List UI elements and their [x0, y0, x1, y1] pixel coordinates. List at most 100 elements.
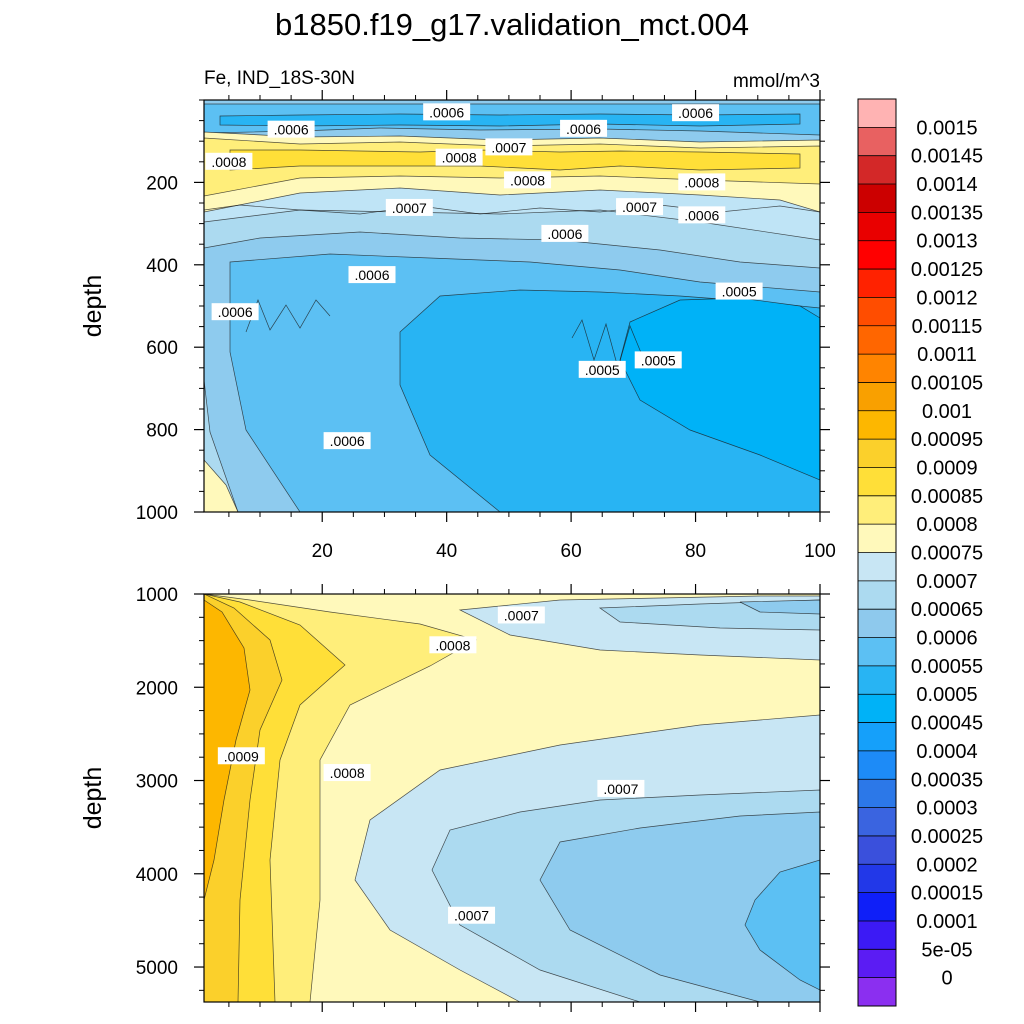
- contour-label: .0006: [348, 266, 396, 284]
- colorbar-swatch: [858, 977, 896, 1007]
- contour-label-box: [435, 148, 483, 166]
- x-tick-label: 40: [436, 541, 457, 562]
- bottom-contour-labels: .0007 .0008 .0009 .0008 .0007 .0007: [217, 606, 645, 924]
- contour-label-text: .0006: [354, 267, 389, 283]
- y-tick-label: 200: [146, 173, 178, 194]
- bottom-y-ticks: 1000 2000 3000 4000 5000: [136, 585, 830, 991]
- colorbar-swatch: [858, 835, 896, 865]
- contour-label-box: [485, 138, 533, 156]
- contour-label-box: [267, 120, 315, 138]
- colorbar: 0.0015 0.00145 0.0014 0.00135 0.0013 0.00125 0…: [857, 98, 983, 1007]
- colorbar-label: 0.00045: [911, 713, 983, 735]
- colorbar-label: 0.0011: [917, 344, 977, 366]
- contour-label: .0006: [560, 119, 608, 137]
- contour-label-box: [385, 198, 433, 216]
- top-band-bottom-left-08: [204, 459, 239, 512]
- top-y-axis-label: depth: [79, 275, 107, 338]
- contour-label: .0007: [448, 906, 496, 924]
- contour-label-box: [560, 119, 608, 137]
- colorbar-label: 0.0013: [916, 231, 977, 253]
- colorbar-label: 0.00095: [911, 429, 983, 451]
- colorbar-swatch: [858, 155, 896, 185]
- colorbar-swatch: [858, 467, 896, 497]
- contour-label-box: [678, 173, 726, 191]
- bottom-x-ticks: [228, 584, 821, 1012]
- colorbar-swatch: [858, 410, 896, 440]
- x-tick-label: 80: [685, 541, 706, 562]
- colorbar-label: 0.00125: [911, 259, 983, 281]
- contour-label-box: [616, 198, 664, 216]
- contour-label-box: [323, 764, 371, 782]
- colorbar-swatch: [858, 637, 896, 667]
- colorbar-label: 0.001: [922, 401, 972, 423]
- colorbar-label: 0.00055: [911, 656, 983, 678]
- x-tick-label: 100: [804, 541, 836, 562]
- contour-label: .0008: [429, 636, 477, 654]
- contour-label: .0006: [541, 224, 589, 242]
- contour-label-text: .0007: [392, 200, 427, 216]
- contour-label: .0008: [205, 152, 253, 170]
- contour-label-text: .0007: [491, 139, 526, 155]
- contour-label-text: .0008: [442, 150, 477, 166]
- contour-label-text: .0006: [678, 105, 713, 121]
- contour-label-text: .0008: [684, 174, 719, 190]
- colorbar-swatch: [858, 580, 896, 610]
- contour-label-box: [634, 351, 682, 369]
- colorbar-swatch: [858, 949, 896, 979]
- contour-label-text: .0006: [274, 122, 309, 138]
- colorbar-label: 0.0014: [916, 174, 977, 196]
- top-jagged-contour-3: [204, 204, 820, 215]
- contour-label-text: .0008: [330, 765, 365, 781]
- colorbar-frame: [857, 98, 897, 1007]
- colorbar-label: 0.0004: [916, 741, 977, 763]
- colorbar-label: 0.00135: [911, 202, 983, 224]
- figure-title: b1850.f19_g17.validation_mct.004: [275, 7, 749, 42]
- colorbar-swatch: [858, 212, 896, 242]
- contour-label: .0006: [423, 103, 471, 121]
- colorbar-swatch: [858, 127, 896, 157]
- colorbar-swatch: [858, 439, 896, 468]
- contour-label-text: .0009: [224, 748, 259, 764]
- top-x-ticks: 20 40 60 80 100: [228, 90, 836, 562]
- colorbar-label: 0.0003: [916, 798, 977, 820]
- contour-label-text: .0005: [585, 362, 620, 378]
- bottom-band-055: [744, 859, 820, 991]
- colorbar-swatch: [858, 864, 896, 894]
- y-tick-label: 5000: [136, 958, 178, 979]
- colorbar-swatch: [858, 552, 896, 582]
- colorbar-label: 0.0006: [916, 628, 977, 650]
- top-contour-labels: .0006 .0006 .0007 .0006 .0006 .0008 .0008 .0008…: [205, 103, 763, 450]
- contour-label-text: .0007: [603, 781, 638, 797]
- colorbar-label: 0.0012: [916, 287, 977, 309]
- colorbar-label: 0.00105: [911, 372, 983, 394]
- colorbar-label: 0.0001: [916, 911, 977, 933]
- y-tick-label: 800: [146, 421, 178, 442]
- colorbar-label: 0.0007: [916, 571, 977, 593]
- contour-label: .0008: [435, 148, 483, 166]
- colorbar-swatch: [858, 920, 896, 950]
- contour-label: .0007: [497, 606, 545, 624]
- colorbar-label: 0.0008: [916, 514, 977, 536]
- contour-label-box: [205, 152, 253, 170]
- colorbar-swatch: [858, 524, 896, 553]
- contour-label-text: .0006: [330, 433, 365, 449]
- x-tick-label: 20: [312, 541, 333, 562]
- contour-label: .0006: [267, 120, 315, 138]
- colorbar-label: 0.00065: [911, 599, 983, 621]
- contour-label-box: [715, 282, 763, 300]
- contour-label-box: [423, 103, 471, 121]
- colorbar-swatch: [858, 269, 896, 298]
- top-units-label: mmol/m^3: [733, 71, 820, 92]
- contour-label-text: .0005: [641, 352, 676, 368]
- contour-label: .0005: [578, 360, 626, 378]
- contour-label-box: [348, 266, 396, 284]
- contour-label-box: [211, 303, 259, 321]
- colorbar-swatch: [858, 354, 896, 383]
- y-tick-label: 600: [146, 338, 178, 359]
- colorbar-label: 0.00025: [911, 826, 983, 848]
- contour-label-text: .0006: [684, 207, 719, 223]
- contour-label-box: [597, 779, 645, 797]
- top-contour-field: [204, 100, 820, 512]
